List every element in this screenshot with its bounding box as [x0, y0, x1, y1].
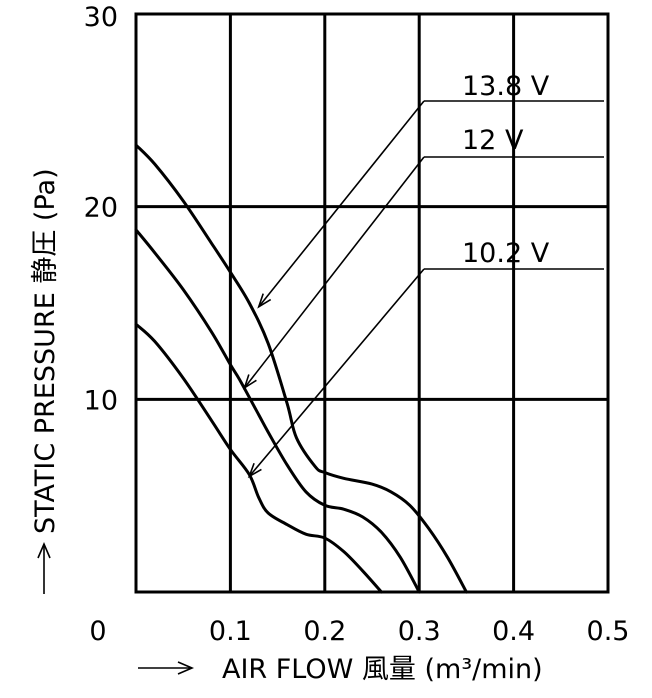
- x-tick-label: 0.1: [209, 616, 252, 647]
- series-line: [134, 322, 383, 594]
- annotation: 12 V: [243, 125, 604, 390]
- grid: [136, 14, 608, 592]
- y-axis-label: STATIC PRESSURE 静圧 (Pa): [30, 168, 61, 534]
- annotation-leader: [248, 268, 425, 477]
- annotation-arrowhead: [247, 462, 262, 479]
- x-axis-arrowhead: [177, 661, 195, 675]
- x-tick-label: 0.4: [492, 616, 535, 647]
- annotation-label: 13.8 V: [462, 71, 550, 102]
- annotation: 10.2 V: [247, 238, 604, 479]
- annotation-leader: [243, 156, 425, 389]
- x-axis-label: AIR FLOW 風量 (m³/min): [222, 654, 543, 685]
- y-tick-label: 20: [84, 193, 118, 224]
- x-tick-label: 0.2: [303, 616, 346, 647]
- y-tick-labels: 10 20 30: [84, 2, 118, 416]
- x-tick-labels: 0 0.1 0.2 0.3 0.4 0.5: [89, 616, 629, 647]
- plot-frame: [134, 12, 610, 594]
- annotation: 13.8 V: [257, 71, 604, 309]
- annotation-label: 10.2 V: [462, 238, 550, 269]
- annotations: 13.8 V 12 V 10.2 V: [243, 71, 604, 479]
- x-tick-label: 0.5: [587, 616, 630, 647]
- y-axis-arrowhead: [37, 541, 51, 559]
- x-axis-label-group: AIR FLOW 風量 (m³/min): [138, 654, 543, 685]
- x-tick-label: 0: [89, 616, 106, 647]
- y-axis-label-group: STATIC PRESSURE 静圧 (Pa): [30, 168, 61, 594]
- annotation-label: 12 V: [462, 125, 524, 156]
- curves: [134, 143, 468, 594]
- y-tick-label: 30: [84, 2, 118, 33]
- annotation-arrowhead: [243, 374, 257, 390]
- series-line: [134, 143, 468, 594]
- annotation-arrowhead: [257, 293, 272, 309]
- x-tick-label: 0.3: [398, 616, 441, 647]
- annotation-leader: [258, 100, 425, 308]
- series-line: [134, 228, 421, 594]
- y-tick-label: 10: [84, 385, 118, 416]
